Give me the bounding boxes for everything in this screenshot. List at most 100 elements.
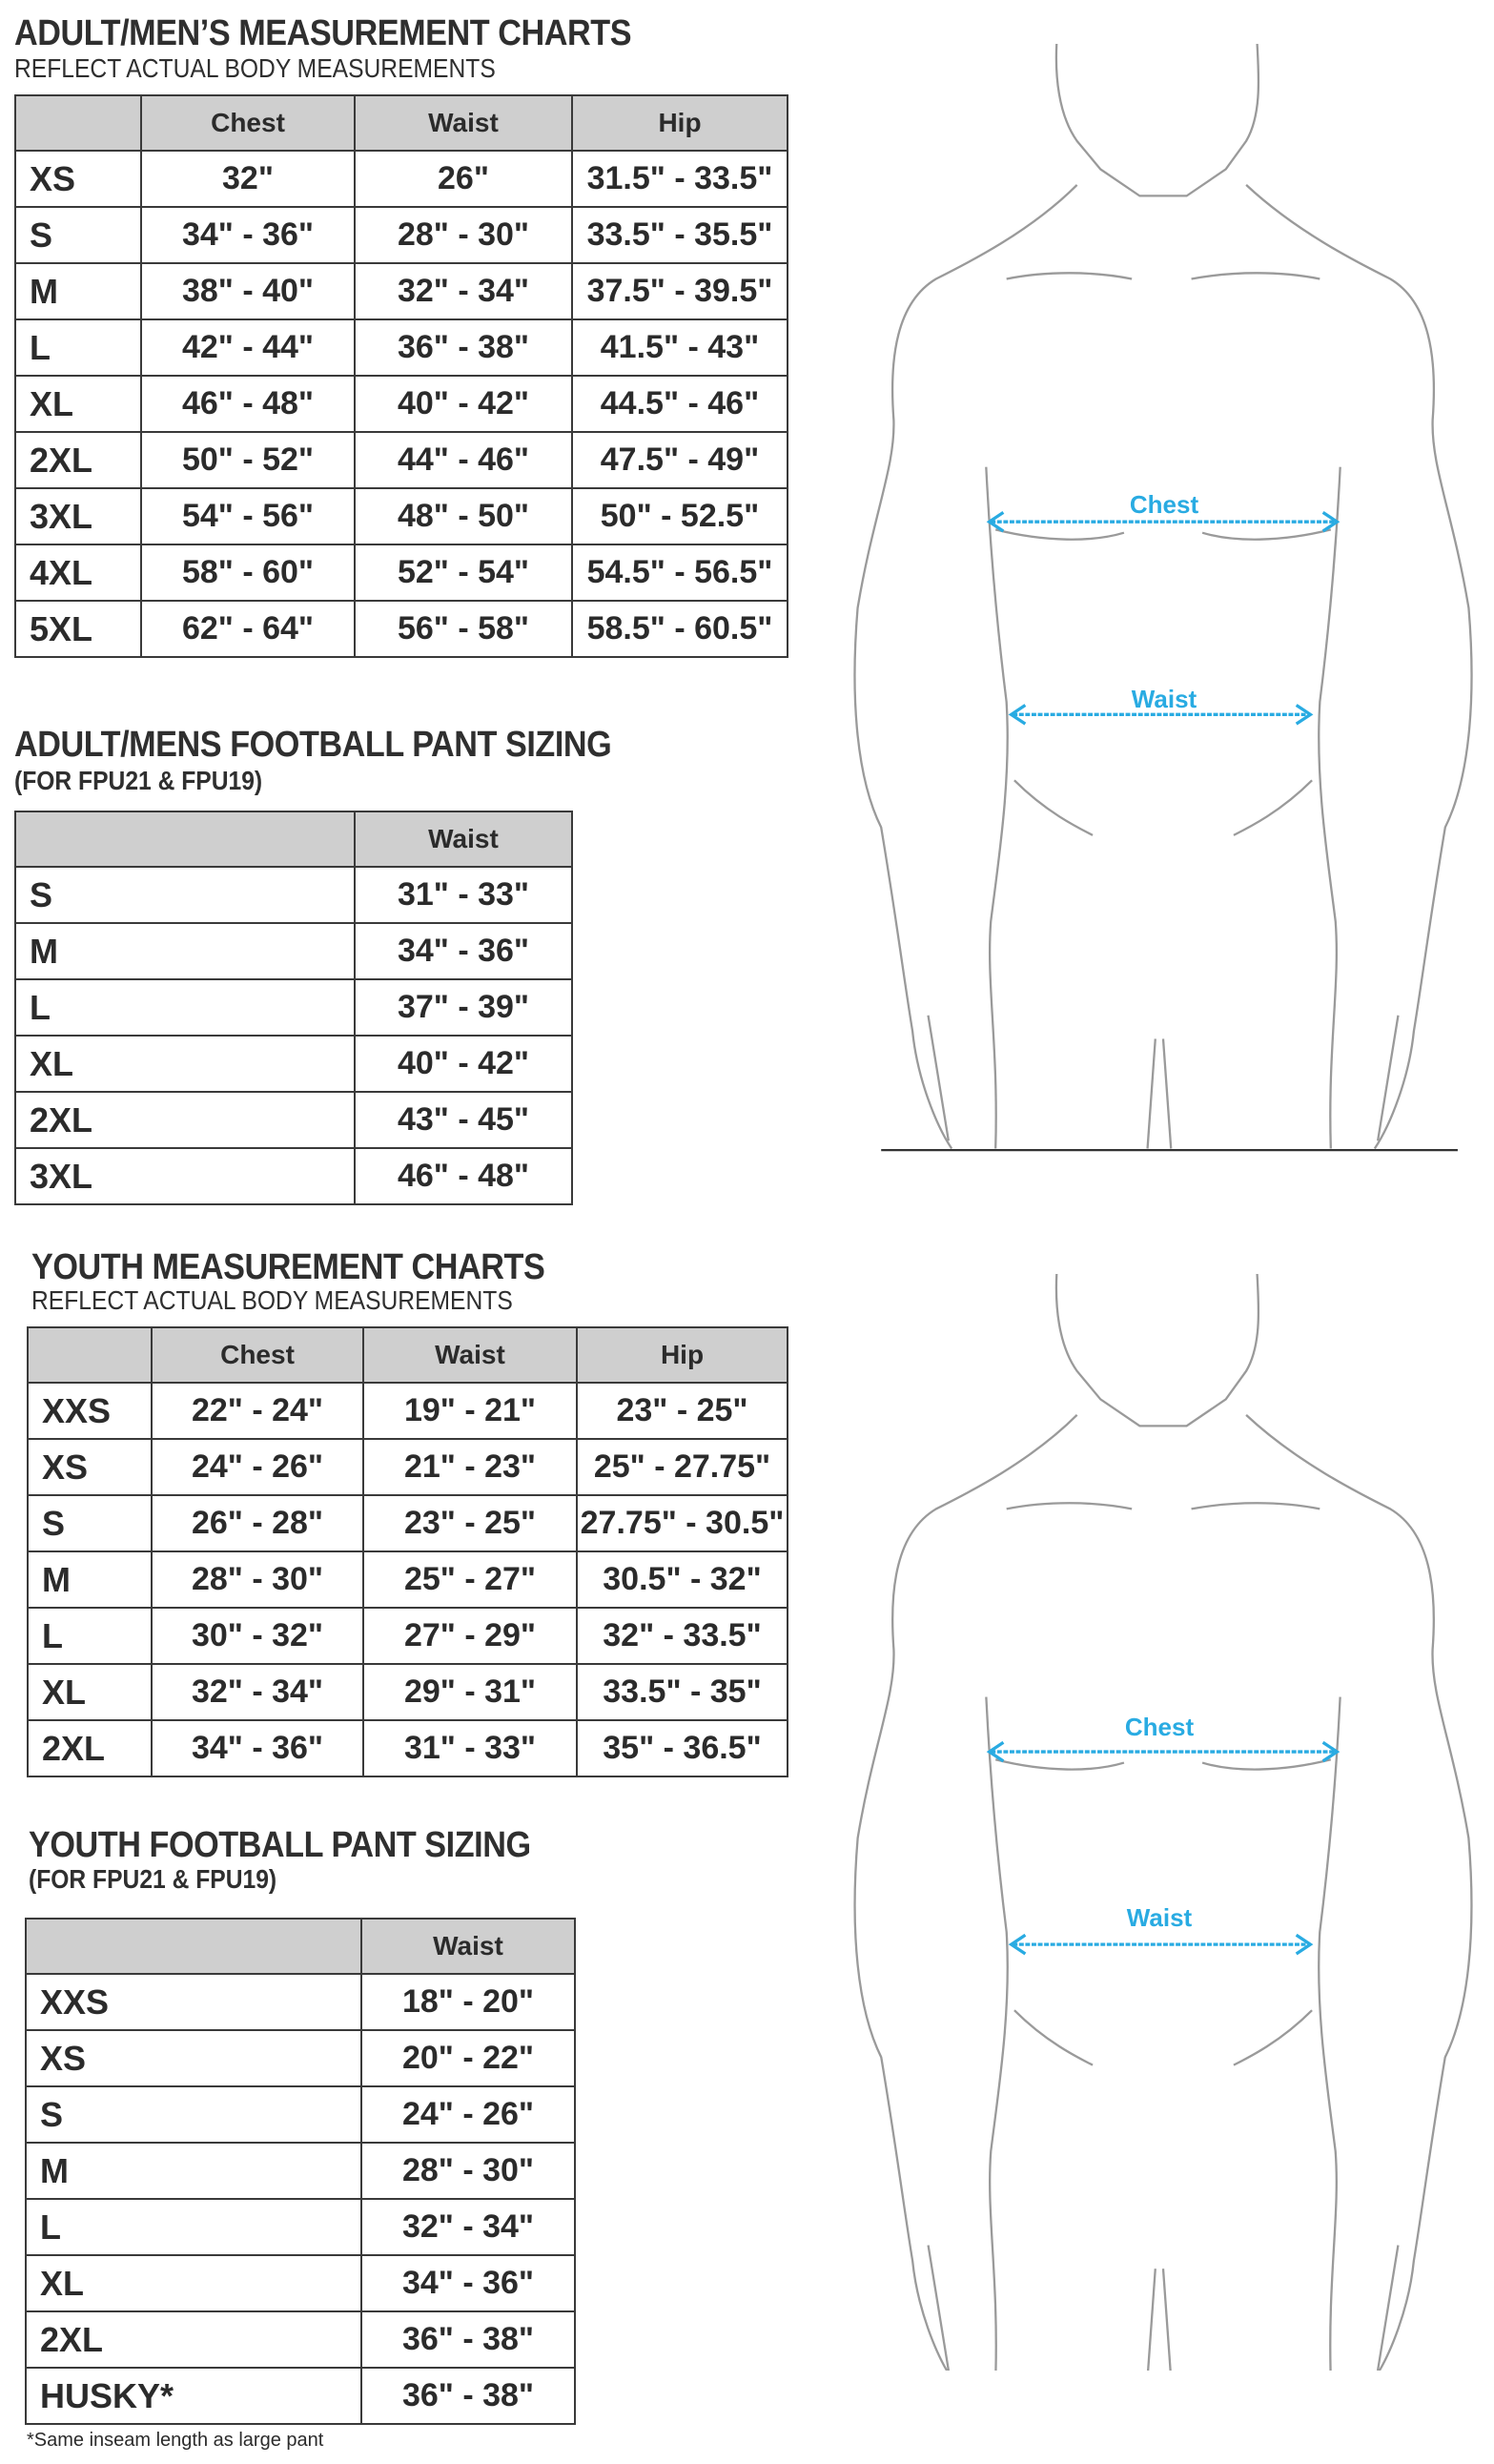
table-row: M 38" - 40" 32" - 34" 37.5" - 39.5" [14,262,788,320]
body-outline-icon [853,44,1473,1152]
column-header: Waist [354,94,573,152]
table-row: L 32" - 34" [25,2198,576,2256]
chest-arrow [986,510,1341,533]
measurement-cell: 18" - 20" [360,1973,576,2031]
size-label: M [14,262,142,320]
table-row: L 37" - 39" [14,978,573,1037]
size-label: M [14,922,356,980]
measurement-cell: 37.5" - 39.5" [571,262,788,320]
table-row: 2XL 50" - 52" 44" - 46" 47.5" - 49" [14,431,788,489]
waist-label: Waist [1126,1903,1193,1932]
measurement-cell: 37" - 39" [354,978,573,1037]
measurement-cell: 62" - 64" [140,600,356,658]
size-label: 3XL [14,487,142,545]
size-label: 3XL [14,1147,356,1205]
hip-lines [1013,779,1313,836]
measurement-cell: 58.5" - 60.5" [571,600,788,658]
adult-chart-title: ADULT/MEN’S MEASUREMENT CHARTS [14,13,632,53]
measurement-cell: 29" - 31" [362,1663,578,1721]
table-row: 4XL 58" - 60" 52" - 54" 54.5" - 56.5" [14,544,788,602]
neck-left [1054,44,1260,197]
size-label: L [25,2198,362,2256]
measurement-cell: 32" - 34" [354,262,573,320]
size-label: 5XL [14,600,142,658]
youth-body-figure: Chest Waist [842,1274,1484,2371]
table-row: L 30" - 32" 27" - 29" 32" - 33.5" [27,1607,788,1665]
table-row: M 28" - 30" [25,2142,576,2200]
size-label: 2XL [14,431,142,489]
size-label: XS [14,150,142,208]
header-blank [27,1326,153,1384]
measurement-cell: 52" - 54" [354,544,573,602]
chest-arrow [986,1740,1341,1763]
chest-label: Chest [1129,490,1199,519]
table-row: HUSKY* 36" - 38" [25,2367,576,2425]
pec-right [1191,272,1332,541]
measurement-cell: 58" - 60" [140,544,356,602]
table-row: S 31" - 33" [14,866,573,924]
footnote: *Same inseam length as large pant [27,2430,324,2451]
table-row: XS 20" - 22" [25,2029,576,2087]
table-row: XXS 18" - 20" [25,1973,576,2031]
neck-left [1054,1274,1260,1427]
size-label: 2XL [25,2310,362,2369]
measurement-cell: 32" - 33.5" [576,1607,788,1665]
column-header: Waist [362,1326,578,1384]
measurement-cell: 32" - 34" [360,2198,576,2256]
adult-pant-table: Waist S 31" - 33" M 34" - 36" L 37" - 39" XL 40"… [14,811,573,1205]
measurement-cell: 36" - 38" [360,2367,576,2425]
waist-arrow [1008,704,1314,726]
pec-left [994,1502,1133,1771]
measurement-cell: 34" - 36" [140,206,356,264]
measurement-cell: 20" - 22" [360,2029,576,2087]
measurement-cell: 38" - 40" [140,262,356,320]
size-label: XL [14,1035,356,1093]
measurement-cell: 21" - 23" [362,1438,578,1496]
size-label: M [25,2142,362,2200]
measurement-cell: 44.5" - 46" [571,375,788,433]
size-label: XS [27,1438,153,1496]
measurement-cell: 30.5" - 32" [576,1550,788,1609]
size-label: M [27,1550,153,1609]
table-row: XL 46" - 48" 40" - 42" 44.5" - 46" [14,375,788,433]
header-blank [25,1918,362,1975]
measurement-cell: 26" - 28" [151,1494,364,1552]
size-label: L [14,978,356,1037]
size-label: S [14,866,356,924]
measurement-cell: 31.5" - 33.5" [571,150,788,208]
adult-body-figure: Chest Waist [842,44,1484,1160]
size-label: S [25,2085,362,2144]
arm-inner-right [1318,466,1400,1149]
measurement-cell: 41.5" - 43" [571,318,788,377]
measurement-cell: 34" - 36" [151,1719,364,1777]
measurement-cell: 26" [354,150,573,208]
header-row: Chest Waist Hip [27,1326,788,1384]
measurement-cell: 31" - 33" [362,1719,578,1777]
measurement-cell: 33.5" - 35.5" [571,206,788,264]
measurement-cell: 47.5" - 49" [571,431,788,489]
youth-chart-subtitle: REFLECT ACTUAL BODY MEASUREMENTS [31,1285,513,1315]
arm-inner-left [927,1696,1009,2371]
measurement-cell: 56" - 58" [354,600,573,658]
table-row: XL 34" - 36" [25,2254,576,2312]
pec-left [994,272,1133,541]
table-row: L 42" - 44" 36" - 38" 41.5" - 43" [14,318,788,377]
size-label: 4XL [14,544,142,602]
table-row: S 26" - 28" 23" - 25" 27.75" - 30.5" [27,1494,788,1552]
arm-inner-right [1318,1696,1400,2371]
measurement-cell: 33.5" - 35" [576,1663,788,1721]
measurement-cell: 36" - 38" [354,318,573,377]
column-header: Hip [576,1326,788,1384]
waist-label: Waist [1131,685,1197,713]
header-row: Waist [14,811,573,868]
table-row: XL 40" - 42" [14,1035,573,1093]
size-label: S [27,1494,153,1552]
measurement-cell: 25" - 27.75" [576,1438,788,1496]
measurement-cell: 22" - 24" [151,1382,364,1440]
torso-right [1245,1414,1473,2371]
measurement-cell: 36" - 38" [360,2310,576,2369]
table-row: 3XL 46" - 48" [14,1147,573,1205]
column-header: Chest [140,94,356,152]
measurement-cell: 27" - 29" [362,1607,578,1665]
measurement-cell: 28" - 30" [151,1550,364,1609]
